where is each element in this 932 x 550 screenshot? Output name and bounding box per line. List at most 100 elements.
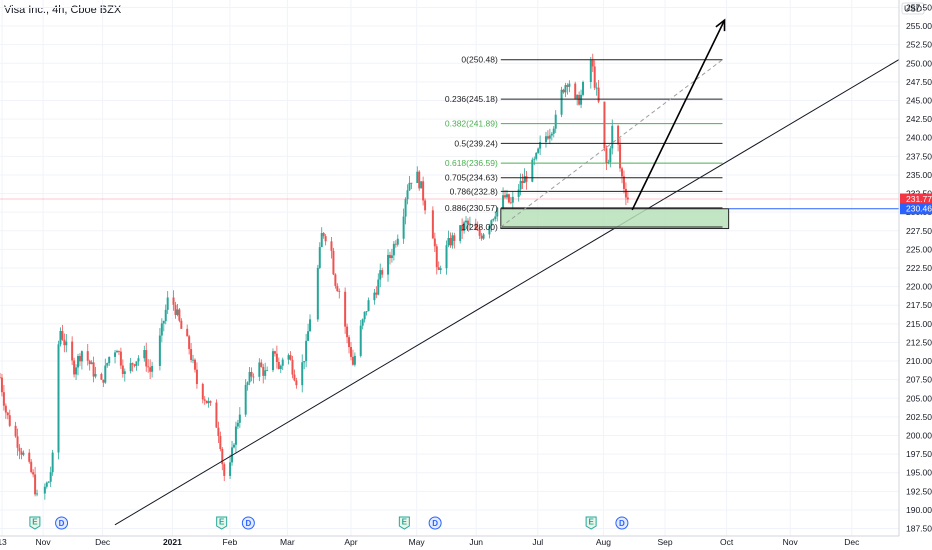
price-tick-label: 217.50	[906, 300, 932, 310]
candle	[322, 231, 325, 239]
candle-body	[266, 370, 269, 371]
candle-body	[332, 250, 335, 275]
candle-body	[394, 243, 397, 245]
candle	[509, 196, 512, 205]
price-axis[interactable]: USD 187.50 190.00 192.50 195.00 197.50 200.00 2…	[898, 0, 932, 550]
candle-body	[203, 399, 206, 401]
candle-body	[605, 148, 608, 163]
candle	[447, 230, 450, 248]
candle-body	[346, 326, 349, 338]
candle-body	[4, 405, 7, 413]
candle	[28, 449, 31, 464]
candle	[8, 409, 11, 428]
candle	[439, 265, 442, 275]
candle	[351, 349, 354, 366]
candle-body	[143, 350, 146, 359]
dividend-badge[interactable]	[241, 516, 255, 530]
candle	[234, 421, 237, 453]
candle-body	[622, 176, 625, 189]
drawings[interactable]: 0(250.48) 0.236(245.18) 0.382(241.89) 0.5(2…	[0, 18, 900, 526]
candle-body	[593, 66, 596, 88]
candle-body	[402, 216, 405, 239]
candle	[521, 173, 524, 189]
fib-level-label: 0.786(232.8)	[450, 186, 498, 196]
candle-body	[617, 125, 620, 145]
support-zone[interactable]	[500, 208, 730, 230]
candle-body	[45, 482, 48, 487]
candle-body	[20, 451, 23, 455]
candle-body	[582, 82, 585, 95]
candle	[336, 283, 339, 292]
candle	[511, 191, 514, 210]
price-tick-label: 205.00	[906, 393, 932, 403]
candle-body	[162, 321, 165, 324]
candle-body	[164, 309, 167, 322]
dividend-badge[interactable]	[428, 516, 442, 530]
target-price-tag-label: 230.46	[906, 204, 932, 214]
candle-body	[318, 247, 321, 268]
candle-body	[539, 142, 542, 149]
candle	[34, 466, 37, 497]
candle-body	[114, 352, 117, 357]
dividend-badge[interactable]	[55, 516, 69, 530]
earnings-badge-label: E	[588, 518, 594, 527]
candle-body	[365, 311, 368, 312]
candle-body	[287, 355, 290, 360]
candle-body	[8, 415, 11, 426]
candle-body	[525, 176, 528, 182]
candle	[418, 170, 421, 191]
candle	[392, 241, 395, 261]
last-price-tag	[900, 193, 932, 205]
candle-body	[511, 196, 514, 203]
time-tick-label: Jul	[532, 537, 543, 547]
time-axis[interactable]: 13 Nov Dec 2021 Feb Mar Apr May Jun Jul Aug Sep Oct N…	[0, 535, 932, 550]
candle	[404, 197, 407, 225]
candle-body	[496, 207, 499, 217]
grid	[0, 0, 899, 536]
candle	[595, 82, 598, 96]
candle-body	[447, 237, 450, 246]
candle	[6, 411, 9, 420]
candle-body	[624, 188, 627, 198]
candle-body	[273, 351, 276, 354]
candle-body	[550, 133, 553, 136]
candle-body	[445, 245, 448, 269]
candle	[388, 251, 391, 265]
candle	[379, 263, 382, 288]
candle-body	[51, 452, 54, 473]
trendline[interactable]	[114, 59, 900, 526]
earnings-badge[interactable]	[585, 516, 597, 530]
candle-body	[32, 472, 35, 475]
projection-arrow[interactable]	[631, 19, 726, 211]
candle-body	[158, 335, 161, 366]
candle	[277, 357, 280, 370]
earnings-badge[interactable]	[398, 516, 410, 530]
candle	[480, 232, 483, 241]
candle	[576, 94, 579, 106]
candle-body	[351, 356, 354, 365]
candle-body	[174, 304, 177, 315]
candle-body	[188, 336, 191, 350]
candle-body	[533, 158, 536, 160]
candle-body	[207, 401, 210, 404]
candle-body	[597, 87, 600, 102]
candle	[149, 359, 152, 380]
earnings-badge[interactable]	[29, 516, 41, 530]
candle-body	[119, 351, 122, 366]
candle-body	[404, 199, 407, 217]
price-tick-label: 237.50	[906, 151, 932, 161]
candle-body	[591, 60, 594, 67]
candle-body	[552, 128, 555, 134]
candle-body	[568, 83, 571, 87]
earnings-badge[interactable]	[216, 516, 228, 530]
candle	[453, 232, 456, 249]
candle-body	[178, 309, 181, 321]
candle	[174, 301, 177, 319]
candle-body	[36, 493, 39, 495]
candle-body	[94, 374, 97, 377]
candle	[490, 219, 493, 232]
candle	[244, 379, 247, 417]
dividend-badge[interactable]	[615, 516, 629, 530]
